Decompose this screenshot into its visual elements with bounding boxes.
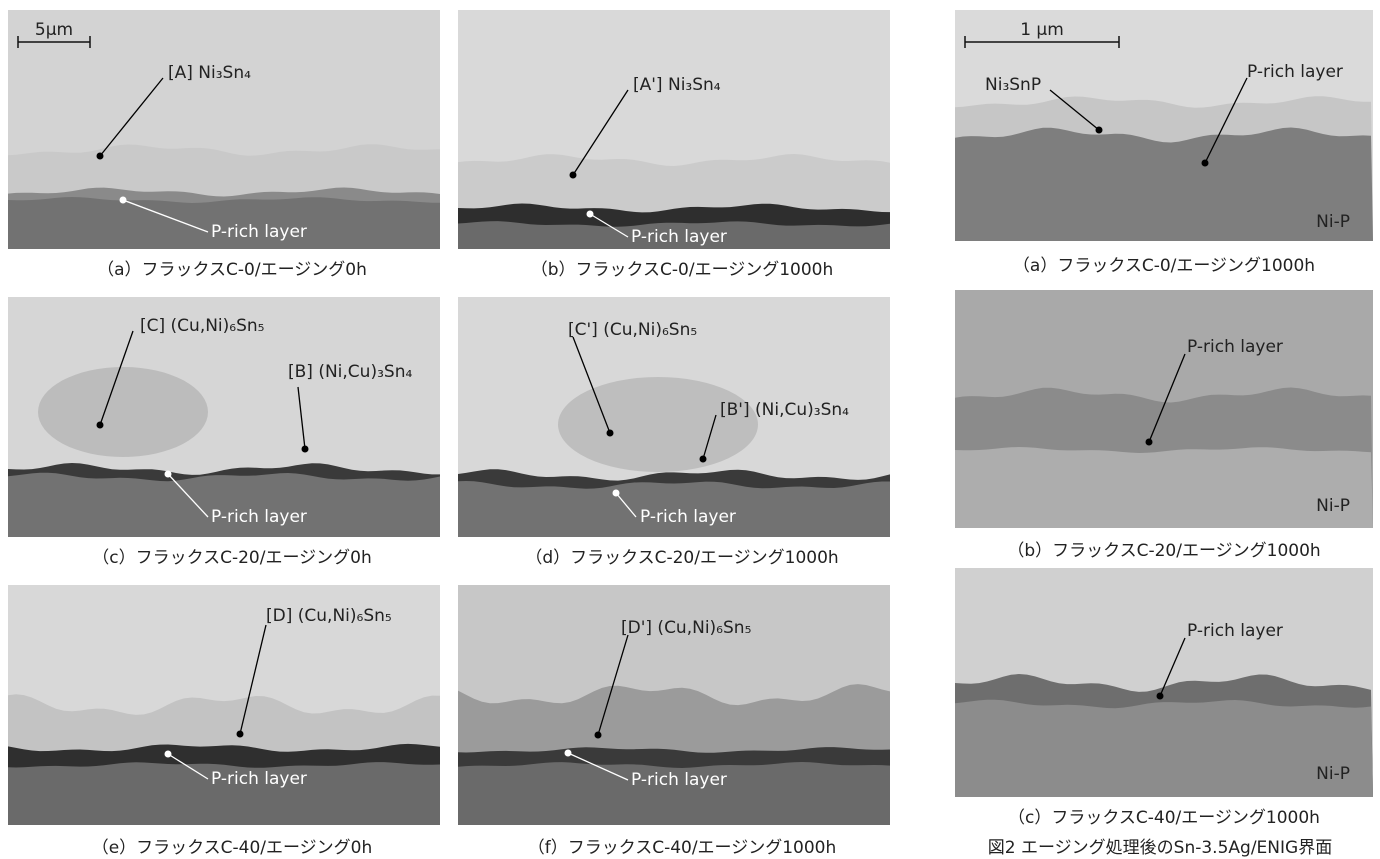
panel-caption: （a）フラックスC-0/エージング0h <box>97 260 367 280</box>
leader-dot <box>700 456 707 463</box>
leader-dot <box>165 751 172 758</box>
phase-label: P-rich layer <box>631 227 727 247</box>
phase-label: [C'] (Cu,Ni)₆Sn₅ <box>568 320 697 340</box>
substrate-label: Ni-P <box>1316 496 1350 516</box>
phase-label: P-rich layer <box>211 222 307 242</box>
phase-region <box>38 367 208 457</box>
phase-label: [D] (Cu,Ni)₆Sn₅ <box>266 606 392 626</box>
leader-dot <box>1096 127 1103 134</box>
leader-dot <box>1157 693 1164 700</box>
phase-label: P-rich layer <box>211 769 307 789</box>
panel-caption: （c）フラックスC-40/エージング1000h <box>1008 808 1320 828</box>
micrograph-panel: [C] (Cu,Ni)₆Sn₅ [B] (Ni,Cu)₃Sn₄ P-rich lay… <box>8 297 440 568</box>
leader-dot <box>237 731 244 738</box>
leader-dot <box>595 732 602 739</box>
phase-label: [D'] (Cu,Ni)₆Sn₅ <box>621 618 751 638</box>
layer <box>955 447 1373 528</box>
leader-dot <box>570 172 577 179</box>
substrate-label: Ni-P <box>1316 764 1350 784</box>
panel-caption: （a）フラックスC-0/エージング1000h <box>1013 256 1315 276</box>
layer <box>8 473 440 537</box>
phase-label: P-rich layer <box>211 507 307 527</box>
leader-dot <box>165 471 172 478</box>
leader-dot <box>565 750 572 757</box>
leader-dot <box>613 490 620 497</box>
phase-label: P-rich layer <box>640 507 736 527</box>
phase-label: P-rich layer <box>631 770 727 790</box>
phase-label: [A'] Ni₃Sn₄ <box>633 75 721 95</box>
leader-dot <box>97 153 104 160</box>
phase-label: Ni₃SnP <box>985 75 1041 95</box>
phase-label: P-rich layer <box>1187 621 1283 641</box>
leader-dot <box>1202 160 1209 167</box>
panel-caption: （e）フラックスC-40/エージング0h <box>92 838 373 858</box>
scale-label: 5μm <box>35 20 73 40</box>
leader-dot <box>97 422 104 429</box>
layer <box>955 700 1373 797</box>
phase-label: [A] Ni₃Sn₄ <box>168 63 251 83</box>
micrograph-panel: P-rich layer Ni-P （c）フラックスC-40/エージング1000h <box>955 568 1373 828</box>
phase-region <box>558 377 758 472</box>
panel-caption: （d）フラックスC-20/エージング1000h <box>525 548 838 568</box>
micrograph-panel: [D] (Cu,Ni)₆Sn₅ P-rich layer （e）フラックスC-40/… <box>8 585 440 858</box>
leader-dot <box>587 211 594 218</box>
micrograph-panel: [C'] (Cu,Ni)₆Sn₅ [B'] (Ni,Cu)₃Sn₄ P-rich l… <box>458 297 890 568</box>
phase-label: [B] (Ni,Cu)₃Sn₄ <box>288 362 412 382</box>
micrograph <box>955 290 1373 528</box>
scale-label: 1 μm <box>1020 20 1064 40</box>
micrograph-panel: [D'] (Cu,Ni)₆Sn₅ P-rich layer （f）フラックスC-40… <box>458 585 890 858</box>
micrograph <box>458 10 890 249</box>
micrograph-panel: 1 μm Ni₃SnP P-rich layer Ni-P （a）フラックスC-0/エー… <box>955 10 1373 276</box>
page: 図2 エージング処理後のSn-3.5Ag/ENIG界面 5μm [A] Ni₃Sn… <box>0 0 1380 859</box>
figure: 図2 エージング処理後のSn-3.5Ag/ENIG界面 5μm [A] Ni₃Sn… <box>0 0 1380 859</box>
micrograph <box>8 10 440 249</box>
phase-label: P-rich layer <box>1187 337 1283 357</box>
panel-caption: （b）フラックスC-20/エージング1000h <box>1007 541 1320 561</box>
layer <box>955 128 1373 242</box>
micrograph-panel: 5μm [A] Ni₃Sn₄ P-rich layer （a）フラックスC-0/エージ… <box>8 10 440 280</box>
micrograph-panel: [A'] Ni₃Sn₄ P-rich layer （b）フラックスC-0/エージング… <box>458 10 890 280</box>
panel-caption: （b）フラックスC-0/エージング1000h <box>531 260 834 280</box>
panel-caption: （f）フラックスC-40/エージング1000h <box>528 838 837 858</box>
leader-dot <box>302 446 309 453</box>
micrograph <box>955 568 1373 797</box>
leader-dot <box>607 430 614 437</box>
micrograph <box>955 10 1373 241</box>
substrate-label: Ni-P <box>1316 212 1350 232</box>
figure-caption: 図2 エージング処理後のSn-3.5Ag/ENIG界面 <box>988 838 1332 858</box>
micrograph-panel: P-rich layer Ni-P （b）フラックスC-20/エージング1000h <box>955 290 1373 561</box>
phase-label: [C] (Cu,Ni)₆Sn₅ <box>140 316 265 336</box>
phase-label: P-rich layer <box>1247 62 1343 82</box>
panel-caption: （c）フラックスC-20/エージング0h <box>92 548 371 568</box>
leader-dot <box>1146 439 1153 446</box>
phase-label: [B'] (Ni,Cu)₃Sn₄ <box>720 400 849 420</box>
leader-dot <box>120 197 127 204</box>
